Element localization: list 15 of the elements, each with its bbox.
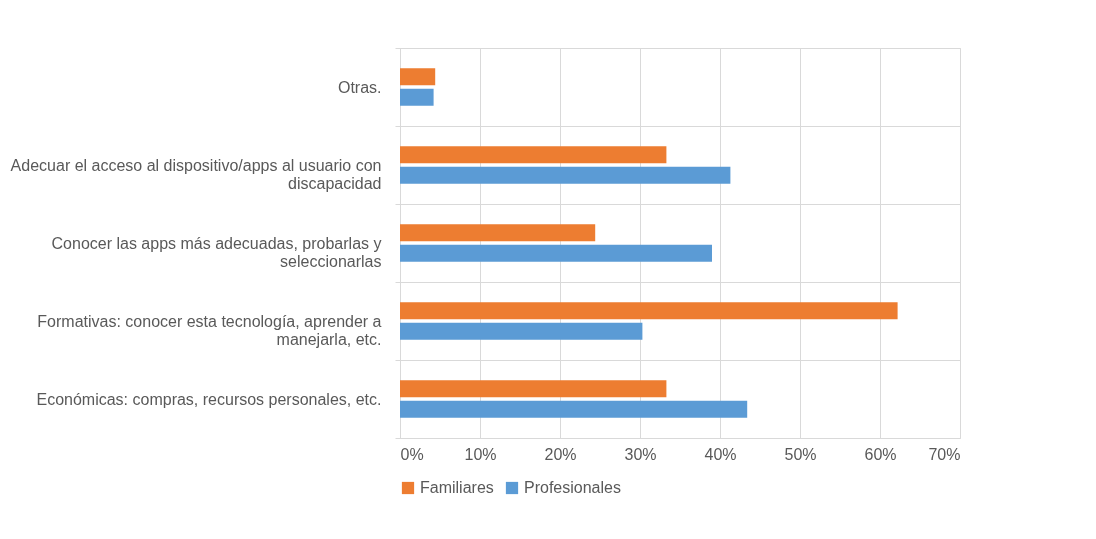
x-tick-label: 60% [864, 445, 897, 463]
y-tick-label: Otras. [337, 78, 382, 96]
x-tick-label: 10% [464, 445, 497, 463]
x-tick-label: 0% [400, 445, 424, 463]
y-tick-label: Conocer las apps más adecuadas, probarlas y seleccionarlas [51, 234, 382, 270]
x-tick-label: 40% [704, 445, 737, 463]
x-tick-label: 50% [784, 445, 817, 463]
legend-label: Profesionales [524, 479, 621, 496]
x-tick-label: 30% [624, 445, 657, 463]
y-tick-label: Adecuar el acceso al dispositivo/apps al usuario con discapacidad [10, 156, 382, 192]
x-tick-label: 20% [544, 445, 577, 463]
y-tick-label: Económicas: compras, recursos personales, etc. [36, 390, 382, 408]
x-tick-label: 70% [928, 445, 961, 463]
legend-label: Familiares [420, 479, 494, 496]
y-tick-label: Formativas: conocer esta tecnología, aprender a manejarla, etc. [37, 312, 382, 348]
